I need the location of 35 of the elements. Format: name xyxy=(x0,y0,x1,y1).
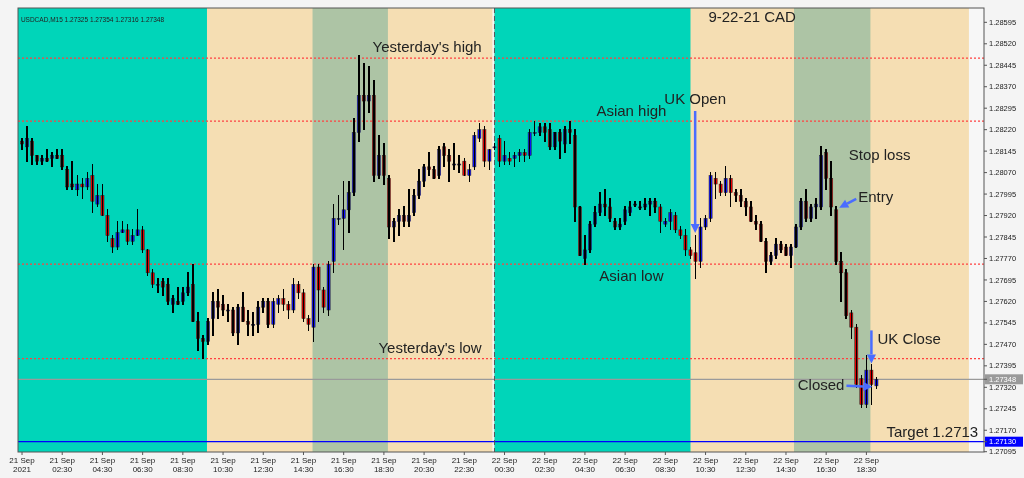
x-tick-label: 21 Sep 12:30 xyxy=(250,456,277,474)
x-tick-label: 22 Sep 08:30 xyxy=(652,456,679,474)
x-tick-label: 22 Sep 16:30 xyxy=(813,456,840,474)
x-tick-label: 21 Sep 22:30 xyxy=(451,456,478,474)
x-tick-label: 21 Sep 20:30 xyxy=(411,456,438,474)
x-tick-label: 21 Sep 18:30 xyxy=(371,456,398,474)
x-tick-label: 22 Sep 06:30 xyxy=(612,456,639,474)
x-tick-label: 22 Sep 10:30 xyxy=(692,456,719,474)
x-tick-label: 21 Sep 06:30 xyxy=(129,456,156,474)
x-tick-label: 21 Sep 08:30 xyxy=(170,456,197,474)
ref-line-label: Yesterday's high xyxy=(372,38,482,56)
ref-line-label: Yesterday's low xyxy=(378,338,482,356)
chart-title: 9-22-21 CAD xyxy=(708,8,797,25)
ref-line-label: Asian low xyxy=(599,267,664,285)
x-tick-label: 22 Sep 00:30 xyxy=(491,456,518,474)
annotation: Entry xyxy=(858,187,894,205)
x-tick-label: 21 Sep 02:30 xyxy=(49,456,76,474)
x-tick-label: 21 Sep 10:30 xyxy=(210,456,237,474)
annotation: Closed xyxy=(797,375,845,393)
candlestick xyxy=(633,199,637,209)
x-tick-label: 21 Sep 16:30 xyxy=(331,456,357,474)
x-tick-label: 22 Sep 14:30 xyxy=(773,456,800,474)
x-tick-label: 21 Sep 2021 xyxy=(9,456,36,474)
x-tick-label: 22 Sep 04:30 xyxy=(572,456,599,474)
annotation: UK Close xyxy=(877,330,941,348)
candlestick xyxy=(452,142,457,172)
annotation: Stop loss xyxy=(848,145,911,163)
ref-line-label: Target 1.2713 xyxy=(886,422,979,440)
ref-line-label: Asian high xyxy=(596,102,667,120)
candlestick xyxy=(638,199,643,212)
x-tick-label: 21 Sep 14:30 xyxy=(290,456,317,474)
x-tick-label: 22 Sep 18:30 xyxy=(853,456,880,474)
x-tick-label: 22 Sep 02:30 xyxy=(532,456,558,474)
x-tick-label: 22 Sep 12:30 xyxy=(733,456,759,474)
x-tick-label: 21 Sep 04:30 xyxy=(89,456,116,474)
